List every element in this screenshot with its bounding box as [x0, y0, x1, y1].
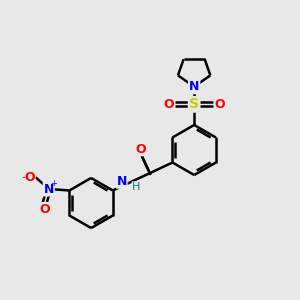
Text: O: O: [136, 143, 146, 156]
Text: N: N: [117, 175, 127, 188]
Text: -: -: [21, 172, 25, 182]
Text: O: O: [24, 171, 35, 184]
Text: O: O: [214, 98, 225, 111]
Text: N: N: [44, 182, 54, 196]
Text: S: S: [189, 98, 199, 111]
Text: O: O: [163, 98, 174, 111]
Text: +: +: [50, 179, 57, 188]
Text: O: O: [39, 202, 50, 215]
Text: N: N: [189, 80, 200, 93]
Text: H: H: [132, 182, 140, 192]
